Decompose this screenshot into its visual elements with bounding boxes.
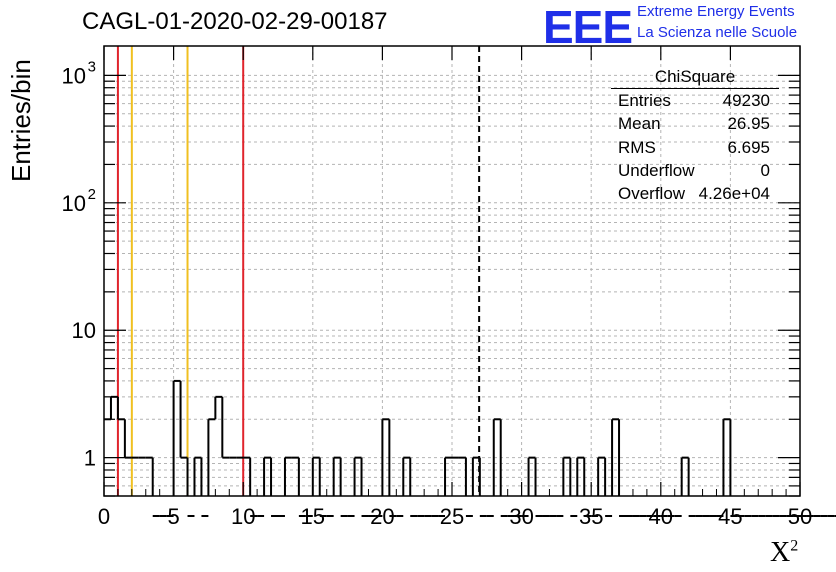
x-tick-label: 15: [301, 504, 325, 529]
y-tick-label: 10: [62, 191, 86, 216]
x-tick-label: 20: [370, 504, 394, 529]
x-tick-label: 0: [98, 504, 110, 529]
stats-row-underflow: Underflow 0: [611, 159, 779, 182]
stats-row-overflow: Overflow 4.26e+04: [611, 182, 779, 205]
x-axis-label-main: X: [770, 537, 791, 568]
stats-label: Mean: [618, 114, 661, 134]
stats-box: ChiSquare Entries 49230 Mean 26.95 RMS 6.69…: [611, 66, 779, 205]
stats-row-entries: Entries 49230: [611, 89, 779, 112]
x-tick-label: 25: [440, 504, 464, 529]
x-tick-label: 40: [649, 504, 673, 529]
x-tick-label: 50: [788, 504, 812, 529]
y-tick-label: 10: [72, 318, 96, 343]
x-tick-label: 35: [579, 504, 603, 529]
x-axis-label-sup: 2: [790, 537, 799, 555]
stats-label: Overflow: [618, 184, 686, 204]
stats-value: 0: [760, 160, 770, 180]
stats-value: 6.695: [727, 137, 770, 157]
x-tick-label: 5: [167, 504, 179, 529]
y-tick-label: 10: [62, 63, 86, 88]
y-axis-label: Entries/bin: [6, 59, 36, 182]
stats-label: RMS: [618, 137, 656, 157]
stats-value: 26.95: [727, 114, 770, 134]
x-tick-label: 45: [718, 504, 742, 529]
stats-row-mean: Mean 26.95: [611, 112, 779, 135]
stats-value: 49230: [722, 91, 770, 110]
y-tick-label: 1: [84, 446, 96, 471]
stats-label: Entries: [618, 91, 671, 110]
x-tick-label: 10: [231, 504, 255, 529]
y-tick-exponent: 3: [88, 58, 96, 75]
stats-value: 4.26e+04: [698, 184, 770, 204]
stats-label: Underflow: [618, 160, 695, 180]
chart-title: CAGL-01-2020-02-29-00187: [82, 8, 388, 35]
x-axis-label: X2: [770, 537, 798, 569]
stats-box-title: ChiSquare: [654, 67, 736, 86]
logo-subtitle-1: Extreme Energy Events: [637, 3, 795, 20]
y-tick-exponent: 2: [88, 186, 96, 203]
stats-box-divider: [611, 88, 779, 89]
x-tick-label: 30: [509, 504, 533, 529]
stats-row-rms: RMS 6.695: [611, 136, 779, 159]
eee-logo: EEE: [543, 1, 633, 53]
logo-subtitle-2: La Scienza nelle Scuole: [637, 24, 798, 41]
